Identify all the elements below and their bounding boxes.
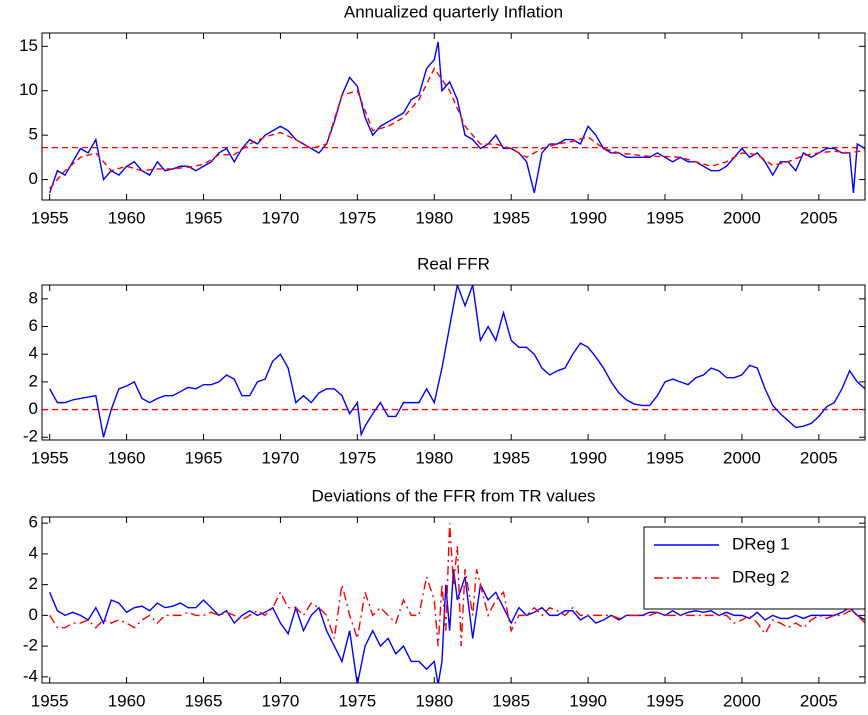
legend-label: DReg 2 [732,567,790,586]
x-tick-label: 1995 [646,691,684,710]
x-tick-label: 1965 [185,208,223,227]
x-tick-label: 2000 [723,691,761,710]
y-tick-label: 8 [29,288,38,307]
data-line [49,67,865,189]
x-tick-label: 1985 [492,691,530,710]
x-tick-label: 1985 [492,208,530,227]
data-line [49,569,865,683]
plot-area [49,523,865,683]
panel-title: Deviations of the FFR from TR values [311,486,595,505]
x-tick-label: 1955 [31,691,69,710]
x-tick-label: 1965 [185,448,223,467]
panel-title: Real FFR [417,254,490,273]
panel: Real FFR 1955 1960 1965 1970 1975 1980 1985 1990… [23,254,866,467]
x-tick-label: 2000 [723,208,761,227]
x-tick-label: 2000 [723,448,761,467]
x-tick-label: 1955 [31,208,69,227]
x-tick-label: 2005 [800,448,838,467]
x-tick-label: 1980 [415,691,453,710]
data-line [49,285,865,438]
y-tick-label: -4 [23,666,38,685]
y-tick-label: 0 [29,605,38,624]
x-tick-label: 1990 [569,208,607,227]
x-tick-label: 1960 [108,691,146,710]
y-tick-label: 15 [19,36,38,55]
panel: Annualized quarterly Inflation 1955 1960 19… [19,2,866,227]
y-tick-label: 4 [29,344,38,363]
data-line [49,523,865,647]
x-tick-label: 1970 [262,208,300,227]
x-tick-label: 1960 [108,448,146,467]
x-tick-label: 1960 [108,208,146,227]
x-tick-label: 1990 [569,448,607,467]
data-line [49,41,865,194]
x-tick-label: 1980 [415,208,453,227]
plot-area [42,285,865,438]
y-tick-label: 6 [29,316,38,335]
x-tick-label: 1995 [646,448,684,467]
y-tick-label: 10 [19,80,38,99]
x-tick-label: 1965 [185,691,223,710]
y-tick-label: 4 [29,543,38,562]
y-tick-label: 6 [29,513,38,532]
legend-label: DReg 1 [732,534,790,553]
x-tick-label: 1975 [338,691,376,710]
y-tick-label: 0 [29,169,38,188]
x-tick-label: 1990 [569,691,607,710]
x-tick-label: 1975 [338,448,376,467]
x-tick-label: 1970 [262,691,300,710]
panel: Deviations of the FFR from TR values 1955… [23,486,866,710]
x-tick-label: 1975 [338,208,376,227]
y-tick-label: 2 [29,371,38,390]
legend: DReg 1 DReg 2 [643,526,866,610]
legend-box [643,526,866,610]
x-tick-label: 1955 [31,448,69,467]
y-tick-label: 0 [29,399,38,418]
x-tick-label: 1980 [415,448,453,467]
y-tick-label: 2 [29,574,38,593]
panel-title: Annualized quarterly Inflation [344,2,563,21]
x-tick-label: 1970 [262,448,300,467]
y-tick-label: 5 [29,125,38,144]
x-tick-label: 1985 [492,448,530,467]
x-tick-label: 2005 [800,691,838,710]
axes-box [41,284,866,441]
x-tick-label: 2005 [800,208,838,227]
axes-box [41,32,866,201]
y-tick-label: -2 [23,427,38,446]
y-tick-label: -2 [23,636,38,655]
plot-area [42,41,865,194]
x-tick-label: 1995 [646,208,684,227]
